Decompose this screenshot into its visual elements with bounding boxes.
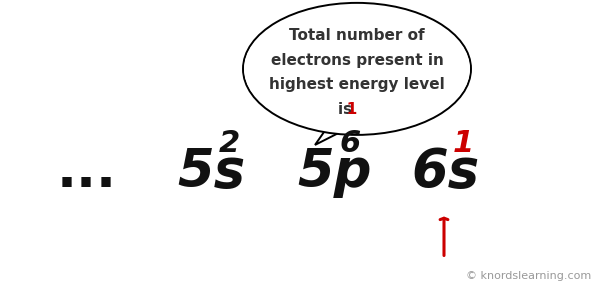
Text: 1: 1 [331, 102, 357, 117]
Polygon shape [315, 128, 345, 145]
Text: 6s: 6s [411, 146, 479, 198]
Text: Total number of: Total number of [289, 28, 425, 43]
Text: is: is [338, 102, 357, 117]
Text: 6: 6 [339, 129, 360, 158]
Text: 1: 1 [453, 129, 474, 158]
Ellipse shape [244, 5, 470, 133]
Text: ...: ... [57, 146, 117, 198]
Text: 2: 2 [219, 129, 240, 158]
Text: electrons present in: electrons present in [271, 53, 443, 68]
Text: © knordslearning.com: © knordslearning.com [466, 271, 591, 281]
Ellipse shape [243, 3, 471, 135]
Text: highest energy level: highest energy level [269, 77, 445, 92]
Text: 5s: 5s [177, 146, 245, 198]
Text: 5p: 5p [297, 146, 371, 198]
